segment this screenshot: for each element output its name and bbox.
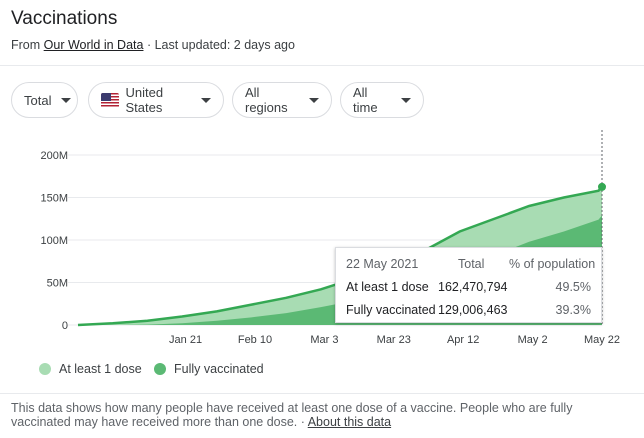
tooltip-date: 22 May 2021 xyxy=(346,257,419,271)
footer-text: This data shows how many people have rec… xyxy=(11,401,573,429)
tooltip-row-pct: 49.5% xyxy=(555,280,591,294)
source-prefix: From xyxy=(11,38,41,52)
tooltip-col-pct: % of population xyxy=(509,257,596,271)
legend-fully: Fully vaccinated xyxy=(154,362,264,376)
footer-sep: · xyxy=(297,415,308,429)
header-divider xyxy=(0,65,644,66)
time-dropdown-label: All time xyxy=(353,85,378,115)
x-tick-label: Mar 3 xyxy=(310,334,338,346)
country-dropdown-label: United States xyxy=(125,85,164,115)
hover-point xyxy=(598,182,606,191)
page-title: Vaccinations xyxy=(11,8,118,29)
metric-dropdown-label: Total xyxy=(24,92,52,108)
chevron-down-icon xyxy=(201,97,211,103)
tooltip-row-label: Fully vaccinated xyxy=(346,303,436,317)
tooltip-row-total: 162,470,794 xyxy=(438,280,508,294)
tooltip-col-total: Total xyxy=(458,257,485,271)
tooltip-row-pct: 39.3% xyxy=(555,303,591,317)
time-dropdown[interactable]: All time xyxy=(340,82,424,118)
about-data-link[interactable]: About this data xyxy=(307,415,392,429)
x-tick-label: May 22 xyxy=(584,334,620,346)
y-tick-label: 50M xyxy=(47,278,68,290)
y-tick-label: 100M xyxy=(40,235,68,247)
footer-note: This data shows how many people have rec… xyxy=(11,401,635,429)
chart-tooltip: 22 May 2021 Total % of population At lea… xyxy=(335,247,602,323)
x-tick-label: Jan 21 xyxy=(169,334,202,346)
legend-at-least-one: At least 1 dose xyxy=(39,362,142,376)
chevron-down-icon xyxy=(401,97,411,103)
source-link[interactable]: Our World in Data xyxy=(43,38,144,52)
x-tick-label: Mar 23 xyxy=(377,334,411,346)
x-tick-label: May 2 xyxy=(518,334,548,346)
legend-label: Fully vaccinated xyxy=(174,362,264,376)
last-updated: · Last updated: 2 days ago xyxy=(143,38,295,52)
x-tick-label: Apr 12 xyxy=(447,334,479,346)
legend-swatch-light xyxy=(39,363,51,375)
tooltip-row-total: 129,006,463 xyxy=(438,303,508,317)
country-dropdown[interactable]: United States xyxy=(88,82,224,118)
region-dropdown-label: All regions xyxy=(245,85,288,115)
x-tick-label: Feb 10 xyxy=(238,334,272,346)
tooltip-row-label: At least 1 dose xyxy=(346,280,429,294)
legend-label: At least 1 dose xyxy=(59,362,142,376)
chevron-down-icon xyxy=(309,97,319,103)
y-tick-label: 0 xyxy=(62,320,68,332)
source-line: From Our World in Data · Last updated: 2… xyxy=(11,38,295,52)
legend-swatch-dark xyxy=(154,363,166,375)
us-flag-icon xyxy=(101,92,120,108)
y-tick-label: 150M xyxy=(40,193,68,205)
y-tick-label: 200M xyxy=(40,150,68,162)
chevron-down-icon xyxy=(61,97,72,103)
region-dropdown[interactable]: All regions xyxy=(232,82,332,118)
footer-divider xyxy=(0,393,644,394)
metric-dropdown[interactable]: Total xyxy=(11,82,78,118)
